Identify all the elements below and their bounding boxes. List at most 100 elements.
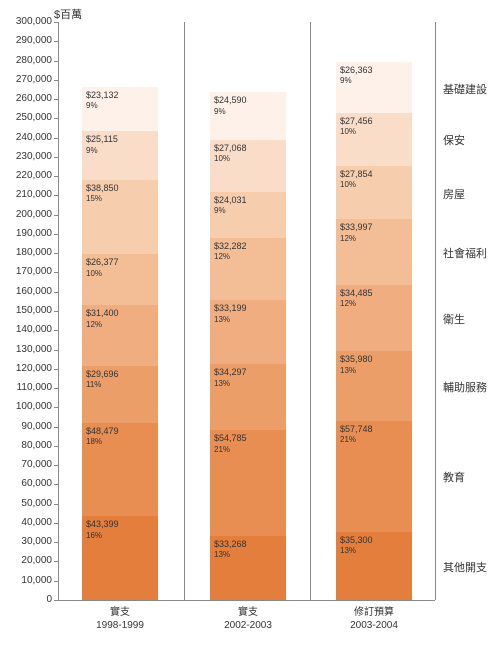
- segment-security: $27,06810%: [210, 140, 286, 192]
- y-tick-label: 40,000: [8, 517, 52, 528]
- y-tick: [54, 350, 58, 351]
- segment-label: $38,85015%: [86, 183, 119, 204]
- y-tick: [54, 215, 58, 216]
- segment-edu: $48,47918%: [82, 423, 158, 516]
- y-tick: [54, 561, 58, 562]
- segment-label: $27,85410%: [340, 169, 373, 190]
- y-tick-label: 250,000: [8, 112, 52, 123]
- segment-other: $43,39916%: [82, 516, 158, 600]
- x-label-1: 實支2002-2003: [190, 606, 306, 632]
- panel-divider-0: [184, 22, 185, 600]
- y-tick-label: 10,000: [8, 575, 52, 586]
- category-label-infra: 基礎建設: [443, 81, 487, 97]
- y-tick: [54, 484, 58, 485]
- y-tick: [54, 330, 58, 331]
- segment-infra: $26,3639%: [336, 62, 412, 113]
- x-axis-line: [58, 600, 435, 601]
- y-tick: [54, 407, 58, 408]
- segment-health: $33,19913%: [210, 300, 286, 364]
- y-tick-label: 80,000: [8, 440, 52, 451]
- segment-security: $27,45610%: [336, 113, 412, 166]
- panel-divider-1: [310, 22, 311, 600]
- y-axis-title: $百萬: [54, 6, 82, 22]
- y-tick: [54, 253, 58, 254]
- y-tick-label: 60,000: [8, 478, 52, 489]
- y-tick: [54, 41, 58, 42]
- y-tick-label: 300,000: [8, 16, 52, 27]
- y-tick-label: 100,000: [8, 401, 52, 412]
- y-tick-label: 90,000: [8, 421, 52, 432]
- y-tick: [54, 427, 58, 428]
- y-tick: [54, 388, 58, 389]
- segment-health: $34,48512%: [336, 285, 412, 351]
- bar-2: $35,30013% $57,74821% $35,98013% $34,48512%…: [336, 22, 412, 600]
- segment-label: $26,37710%: [86, 257, 119, 278]
- y-tick-label: 180,000: [8, 247, 52, 258]
- segment-other: $33,26813%: [210, 536, 286, 600]
- y-tick-label: 30,000: [8, 536, 52, 547]
- y-tick-label: 290,000: [8, 35, 52, 46]
- y-tick: [54, 446, 58, 447]
- segment-label: $33,26813%: [214, 539, 247, 560]
- segment-housing: $27,85410%: [336, 166, 412, 220]
- segment-label: $35,98013%: [340, 354, 373, 375]
- segment-aux: $35,98013%: [336, 351, 412, 420]
- segment-aux: $29,69611%: [82, 366, 158, 423]
- segment-welfare: $26,37710%: [82, 254, 158, 305]
- segment-label: $31,40012%: [86, 308, 119, 329]
- y-tick-label: 170,000: [8, 266, 52, 277]
- category-label-welfare: 社會福利: [443, 245, 487, 261]
- y-tick-label: 220,000: [8, 170, 52, 181]
- segment-label: $33,99712%: [340, 222, 373, 243]
- y-tick-label: 140,000: [8, 324, 52, 335]
- y-tick-label: 150,000: [8, 305, 52, 316]
- segment-label: $24,0319%: [214, 195, 247, 216]
- y-tick: [54, 138, 58, 139]
- segment-other: $35,30013%: [336, 532, 412, 600]
- segment-label: $25,1159%: [86, 134, 118, 155]
- y-tick-label: 280,000: [8, 55, 52, 66]
- y-tick: [54, 234, 58, 235]
- y-tick: [54, 523, 58, 524]
- segment-housing: $24,0319%: [210, 192, 286, 238]
- y-tick-label: 50,000: [8, 498, 52, 509]
- segment-label: $48,47918%: [86, 426, 119, 447]
- segment-housing: $38,85015%: [82, 180, 158, 255]
- y-axis-line: [58, 22, 59, 600]
- segment-label: $57,74821%: [340, 424, 373, 445]
- segment-label: $27,06810%: [214, 143, 247, 164]
- segment-aux: $34,29713%: [210, 364, 286, 430]
- category-label-security: 保安: [443, 132, 465, 148]
- category-label-housing: 房屋: [443, 186, 465, 202]
- segment-security: $25,1159%: [82, 131, 158, 179]
- y-tick: [54, 600, 58, 601]
- segment-label: $32,28212%: [214, 241, 247, 262]
- segment-edu: $57,74821%: [336, 421, 412, 532]
- y-tick-label: 70,000: [8, 459, 52, 470]
- y-tick: [54, 311, 58, 312]
- segment-infra: $24,5909%: [210, 92, 286, 139]
- y-tick: [54, 195, 58, 196]
- segment-label: $29,69611%: [86, 369, 119, 390]
- y-tick-label: 190,000: [8, 228, 52, 239]
- segment-welfare: $33,99712%: [336, 219, 412, 285]
- y-tick-label: 120,000: [8, 363, 52, 374]
- y-tick: [54, 504, 58, 505]
- category-label-health: 衛生: [443, 311, 465, 327]
- y-tick-label: 260,000: [8, 93, 52, 104]
- segment-label: $26,3639%: [340, 65, 373, 86]
- y-tick: [54, 61, 58, 62]
- y-tick: [54, 581, 58, 582]
- y-tick: [54, 465, 58, 466]
- y-tick: [54, 292, 58, 293]
- y-tick: [54, 118, 58, 119]
- segment-infra: $23,1329%: [82, 87, 158, 132]
- y-tick: [54, 272, 58, 273]
- y-tick: [54, 176, 58, 177]
- y-tick-label: 0: [8, 594, 52, 605]
- y-tick: [54, 369, 58, 370]
- y-tick: [54, 157, 58, 158]
- bar-1: $33,26813%$54,78521%$34,29713%$33,19913%…: [210, 22, 286, 600]
- segment-label: $35,30013%: [340, 535, 373, 556]
- y-tick: [54, 542, 58, 543]
